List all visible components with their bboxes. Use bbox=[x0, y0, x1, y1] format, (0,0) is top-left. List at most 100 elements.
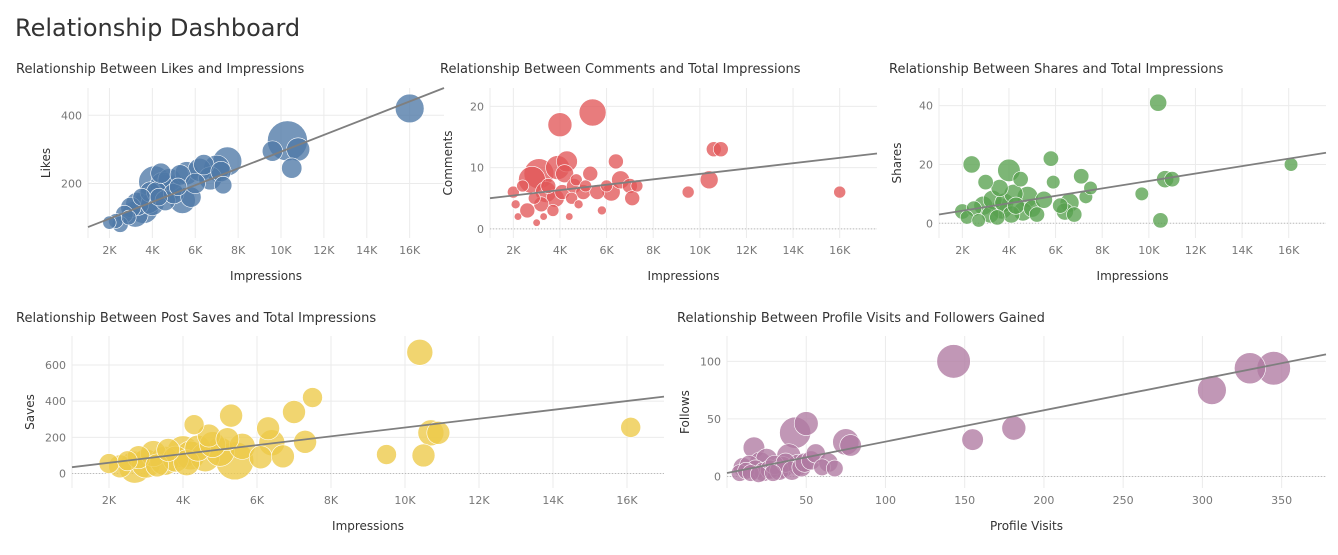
data-point[interactable] bbox=[411, 443, 436, 468]
profile-visits-x-axis-title: Profile Visits bbox=[990, 519, 1063, 533]
data-point[interactable] bbox=[624, 190, 641, 207]
data-point[interactable] bbox=[546, 204, 560, 217]
data-point[interactable] bbox=[376, 444, 397, 465]
data-point[interactable] bbox=[1197, 375, 1227, 405]
likes-x-axis-title: Impressions bbox=[230, 269, 302, 283]
data-point[interactable] bbox=[1234, 352, 1266, 385]
saves-y-axis-title: Saves bbox=[23, 394, 37, 430]
data-point[interactable] bbox=[256, 416, 280, 441]
x-tick-label: 200 bbox=[1033, 494, 1054, 507]
data-point[interactable] bbox=[1046, 175, 1061, 190]
x-tick-label: 350 bbox=[1271, 494, 1292, 507]
data-point[interactable] bbox=[293, 430, 317, 454]
data-point[interactable] bbox=[271, 444, 295, 469]
data-point[interactable] bbox=[1152, 212, 1169, 229]
data-point[interactable] bbox=[959, 210, 975, 225]
x-tick-label: 10K bbox=[394, 494, 416, 507]
data-point[interactable] bbox=[183, 414, 205, 435]
data-point[interactable] bbox=[989, 209, 1006, 226]
data-point[interactable] bbox=[219, 403, 243, 428]
data-point[interactable] bbox=[793, 411, 819, 436]
data-point[interactable] bbox=[699, 170, 719, 190]
data-point[interactable] bbox=[569, 173, 583, 187]
data-point[interactable] bbox=[540, 178, 557, 194]
data-point[interactable] bbox=[578, 98, 607, 127]
data-point[interactable] bbox=[713, 141, 729, 158]
data-point[interactable] bbox=[826, 459, 844, 478]
data-point[interactable] bbox=[394, 93, 425, 124]
shares-impressions-chart: Relationship Between Shares and Total Im… bbox=[889, 62, 1329, 352]
data-point[interactable] bbox=[302, 387, 323, 408]
data-point[interactable] bbox=[565, 212, 574, 221]
data-point[interactable] bbox=[936, 344, 971, 379]
data-point[interactable] bbox=[1073, 168, 1090, 185]
trend-line bbox=[71, 395, 665, 469]
data-point[interactable] bbox=[1007, 196, 1025, 215]
x-tick-label: 16K bbox=[616, 494, 638, 507]
profile-visits-chart-title: Relationship Between Profile Visits and … bbox=[677, 311, 1045, 326]
data-point[interactable] bbox=[281, 157, 303, 179]
data-point[interactable] bbox=[168, 177, 188, 196]
data-point[interactable] bbox=[971, 213, 986, 228]
data-point[interactable] bbox=[215, 427, 240, 451]
data-point[interactable] bbox=[282, 400, 306, 424]
data-point[interactable] bbox=[426, 421, 451, 445]
data-point[interactable] bbox=[1164, 171, 1181, 188]
data-point[interactable] bbox=[764, 464, 782, 482]
data-point[interactable] bbox=[582, 165, 599, 182]
y-tick-label: 40 bbox=[919, 100, 933, 113]
x-tick-label: 12K bbox=[1185, 244, 1207, 257]
data-point[interactable] bbox=[1083, 180, 1098, 196]
data-point[interactable] bbox=[1149, 93, 1168, 112]
data-point[interactable] bbox=[555, 164, 574, 184]
data-point[interactable] bbox=[565, 191, 578, 205]
data-point[interactable] bbox=[833, 185, 846, 199]
data-point[interactable] bbox=[184, 172, 206, 194]
x-tick-label: 10K bbox=[1138, 244, 1160, 257]
data-point[interactable] bbox=[532, 218, 541, 227]
shares-x-axis-title: Impressions bbox=[1097, 269, 1169, 283]
data-point[interactable] bbox=[539, 212, 548, 221]
data-point[interactable] bbox=[156, 438, 180, 462]
shares-y-axis-title: Shares bbox=[890, 143, 904, 184]
data-point[interactable] bbox=[1134, 186, 1149, 201]
data-point[interactable] bbox=[1052, 197, 1069, 214]
data-point[interactable] bbox=[406, 338, 434, 366]
data-point[interactable] bbox=[620, 417, 642, 438]
likes-impressions-chart: Relationship Between Likes and Impressio… bbox=[16, 62, 456, 352]
x-tick-label: 8K bbox=[646, 244, 661, 257]
data-point[interactable] bbox=[597, 205, 607, 216]
data-point[interactable] bbox=[977, 174, 994, 191]
data-point[interactable] bbox=[839, 434, 862, 457]
trend-line bbox=[726, 353, 1327, 474]
x-tick-label: 6K bbox=[250, 494, 265, 507]
data-point[interactable] bbox=[1042, 150, 1059, 167]
data-point[interactable] bbox=[630, 179, 644, 193]
data-point[interactable] bbox=[510, 199, 521, 210]
data-point[interactable] bbox=[214, 176, 233, 195]
y-tick-label: 10 bbox=[470, 162, 484, 175]
data-point[interactable] bbox=[961, 428, 984, 451]
x-tick-label: 8K bbox=[1095, 244, 1110, 257]
data-point[interactable] bbox=[962, 155, 981, 174]
x-tick-label: 4K bbox=[1002, 244, 1017, 257]
data-point[interactable] bbox=[150, 162, 172, 184]
data-point[interactable] bbox=[1035, 190, 1053, 209]
data-point[interactable] bbox=[519, 202, 536, 219]
data-point[interactable] bbox=[1001, 415, 1027, 441]
data-point[interactable] bbox=[608, 153, 624, 170]
y-tick-label: 0 bbox=[714, 470, 721, 483]
data-point[interactable] bbox=[547, 112, 573, 138]
data-point[interactable] bbox=[121, 209, 137, 226]
data-point[interactable] bbox=[516, 179, 529, 193]
data-point[interactable] bbox=[573, 199, 584, 210]
data-point[interactable] bbox=[681, 185, 695, 199]
data-point[interactable] bbox=[1028, 206, 1045, 223]
data-point[interactable] bbox=[1012, 171, 1029, 188]
x-tick-label: 6K bbox=[1048, 244, 1063, 257]
x-tick-label: 16K bbox=[399, 244, 421, 257]
data-point[interactable] bbox=[513, 212, 523, 221]
data-point[interactable] bbox=[248, 445, 273, 470]
data-point[interactable] bbox=[1066, 206, 1083, 223]
profile-visits-follows-chart: Relationship Between Profile Visits and … bbox=[677, 311, 1332, 541]
